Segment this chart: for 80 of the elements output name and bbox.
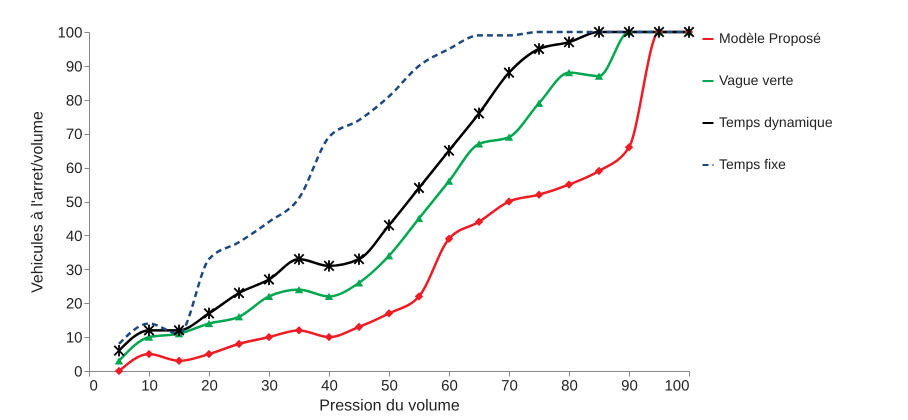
y-tick-label: 70 <box>66 126 82 144</box>
legend-label: Temps dynamique <box>719 114 833 130</box>
y-tick-label: 100 <box>57 24 82 42</box>
point <box>353 252 365 266</box>
point <box>533 42 545 56</box>
point <box>563 36 575 49</box>
point <box>114 366 124 376</box>
x-tick-label: 90 <box>621 378 638 394</box>
point <box>594 166 604 176</box>
point <box>263 272 275 286</box>
point <box>414 214 424 222</box>
point <box>504 197 514 206</box>
point <box>594 72 604 80</box>
point <box>204 320 214 328</box>
y-tick-label: 40 <box>66 228 82 245</box>
point <box>444 178 454 185</box>
point <box>234 313 244 320</box>
point <box>174 356 184 366</box>
point <box>534 190 544 199</box>
point <box>113 344 125 358</box>
point <box>473 106 485 120</box>
point <box>323 259 335 272</box>
point <box>203 306 215 320</box>
point <box>384 309 394 318</box>
point <box>474 218 484 226</box>
point <box>294 286 304 294</box>
y-tick-label: 50 <box>66 194 82 211</box>
x-tick-label: 20 <box>201 378 218 394</box>
y-tick-label: 20 <box>66 296 82 313</box>
point <box>624 143 634 152</box>
point <box>204 350 214 358</box>
point <box>264 292 274 300</box>
y-axis-title: Vehicules à l'arret/volume <box>29 110 46 293</box>
point <box>293 252 305 266</box>
y-tick-label: 60 <box>66 160 82 178</box>
point <box>144 350 154 358</box>
point <box>593 25 605 39</box>
point <box>623 25 635 39</box>
x-tick-label: 70 <box>501 378 518 394</box>
y-tick-label: 10 <box>66 330 82 347</box>
point <box>234 340 244 348</box>
y-tick-label: 30 <box>66 262 82 279</box>
point <box>264 332 274 342</box>
point <box>324 292 334 300</box>
point <box>474 140 484 148</box>
point <box>683 25 695 39</box>
point <box>653 25 665 39</box>
x-tick-label: 40 <box>321 378 338 394</box>
x-tick-label: 60 <box>441 378 458 394</box>
x-tick-label: 0 <box>90 378 98 394</box>
x-tick-label: 80 <box>561 378 578 394</box>
legend-label: Vague verte <box>719 72 794 88</box>
point <box>383 218 395 232</box>
y-tick-label: 80 <box>66 92 82 110</box>
point <box>354 279 364 286</box>
point <box>564 180 574 189</box>
point <box>324 332 334 342</box>
point <box>564 69 574 76</box>
y-tick-label: 90 <box>66 58 82 76</box>
point <box>503 66 515 80</box>
point <box>114 357 124 364</box>
point <box>143 324 155 337</box>
legend-label: Modèle Proposé <box>719 30 822 46</box>
point <box>534 100 544 107</box>
point <box>354 322 364 332</box>
point <box>414 292 424 301</box>
point <box>443 144 455 158</box>
point <box>233 286 245 300</box>
x-tick-label: 10 <box>141 378 158 394</box>
y-tick-label: 0 <box>74 364 82 380</box>
point <box>294 326 304 335</box>
point <box>444 234 454 243</box>
point <box>413 181 425 195</box>
legend-label: Temps fixe <box>719 156 786 172</box>
x-axis-title: Pression du volume <box>319 398 460 414</box>
point <box>173 324 185 337</box>
x-tick-label: 50 <box>381 378 398 394</box>
x-tick-label: 100 <box>664 378 690 394</box>
point <box>504 133 514 141</box>
x-tick-label: 30 <box>261 378 278 394</box>
